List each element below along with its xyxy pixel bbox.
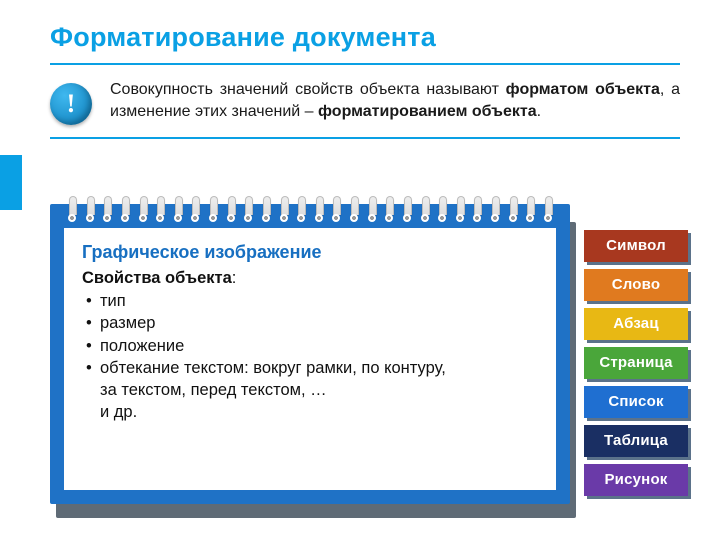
spiral-ring bbox=[225, 196, 237, 222]
notepad-spirals bbox=[66, 196, 554, 222]
list-item: размер bbox=[86, 312, 538, 334]
left-accent-bar bbox=[0, 155, 22, 210]
spiral-ring bbox=[137, 196, 149, 222]
notepad-subtitle: Свойства объекта: bbox=[82, 269, 538, 288]
spiral-ring bbox=[278, 196, 290, 222]
info-block: ! Совокупность значений свойств объекта … bbox=[50, 79, 680, 125]
info-seg3: . bbox=[537, 103, 541, 120]
spiral-ring bbox=[260, 196, 272, 222]
info-seg1: Совокупность значений свойств объекта на… bbox=[110, 81, 506, 98]
spiral-ring bbox=[295, 196, 307, 222]
spiral-ring bbox=[542, 196, 554, 222]
info-bold2: форматированием объекта bbox=[318, 103, 537, 120]
notepad-extra: за текстом, перед текстом, …и др. bbox=[82, 379, 538, 424]
spiral-ring bbox=[471, 196, 483, 222]
list-item-continuation: за текстом, перед текстом, … bbox=[82, 379, 538, 401]
info-text: Совокупность значений свойств объекта на… bbox=[110, 79, 680, 122]
spiral-ring bbox=[66, 196, 78, 222]
spiral-ring bbox=[366, 196, 378, 222]
spiral-ring bbox=[242, 196, 254, 222]
spiral-ring bbox=[507, 196, 519, 222]
spiral-ring bbox=[419, 196, 431, 222]
alert-icon: ! bbox=[50, 83, 92, 125]
spiral-ring bbox=[401, 196, 413, 222]
tab-страница[interactable]: Страница bbox=[584, 347, 688, 379]
info-bold1: форматом объекта bbox=[506, 81, 660, 98]
tab-абзац[interactable]: Абзац bbox=[584, 308, 688, 340]
tab-слово[interactable]: Слово bbox=[584, 269, 688, 301]
tab-символ[interactable]: Символ bbox=[584, 230, 688, 262]
list-item: обтекание текстом: вокруг рамки, по конт… bbox=[86, 357, 538, 379]
title-rule bbox=[50, 63, 680, 65]
spiral-ring bbox=[189, 196, 201, 222]
spiral-ring bbox=[454, 196, 466, 222]
info-rule bbox=[50, 137, 680, 139]
page-title: Форматирование документа bbox=[50, 22, 680, 53]
spiral-ring bbox=[207, 196, 219, 222]
notepad-inner: Графическое изображение Свойства объекта… bbox=[64, 228, 556, 490]
spiral-ring bbox=[84, 196, 96, 222]
slide-content: Форматирование документа ! Совокупность … bbox=[0, 0, 720, 139]
notepad-subtitle-bold: Свойства объекта bbox=[82, 269, 232, 287]
spiral-ring bbox=[436, 196, 448, 222]
spiral-ring bbox=[330, 196, 342, 222]
tab-список[interactable]: Список bbox=[584, 386, 688, 418]
tab-рисунок[interactable]: Рисунок bbox=[584, 464, 688, 496]
list-item: тип bbox=[86, 290, 538, 312]
list-item-continuation: и др. bbox=[82, 401, 538, 423]
spiral-ring bbox=[154, 196, 166, 222]
spiral-ring bbox=[489, 196, 501, 222]
spiral-ring bbox=[524, 196, 536, 222]
spiral-ring bbox=[348, 196, 360, 222]
list-item: положение bbox=[86, 335, 538, 357]
spiral-ring bbox=[119, 196, 131, 222]
side-tabs: Символ Слово Абзац Страница Список Таблица Рис… bbox=[584, 230, 688, 496]
spiral-ring bbox=[172, 196, 184, 222]
spiral-ring bbox=[313, 196, 325, 222]
tab-таблица[interactable]: Таблица bbox=[584, 425, 688, 457]
notepad-subtitle-tail: : bbox=[232, 269, 237, 287]
notepad-outer: Графическое изображение Свойства объекта… bbox=[50, 204, 570, 504]
notepad: Графическое изображение Свойства объекта… bbox=[50, 204, 570, 504]
notepad-list: типразмерположениеобтекание текстом: вок… bbox=[82, 290, 538, 379]
notepad-title: Графическое изображение bbox=[82, 242, 538, 263]
spiral-ring bbox=[383, 196, 395, 222]
spiral-ring bbox=[101, 196, 113, 222]
